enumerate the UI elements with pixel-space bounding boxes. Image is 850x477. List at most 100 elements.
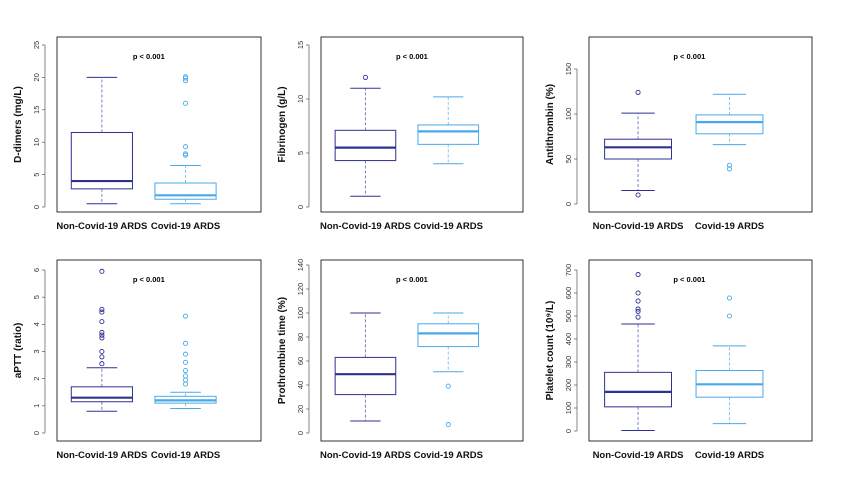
- y-tick-label: 4: [32, 322, 41, 326]
- y-tick-label: 15: [32, 106, 41, 114]
- category-label: Non-Covid-19 ARDS: [593, 221, 684, 232]
- y-tick-label: 500: [564, 310, 573, 323]
- category-label: Covid-19 ARDS: [695, 221, 764, 232]
- y-tick-label: 400: [564, 333, 573, 346]
- y-tick-label: 0: [564, 202, 573, 206]
- y-axis-label: Prothrombine time (%): [277, 297, 288, 404]
- category-label: Covid-19 ARDS: [151, 450, 220, 461]
- plot-frame: [56, 36, 262, 213]
- iqr-box: [604, 371, 673, 408]
- y-tick-label: 100: [564, 402, 573, 415]
- y-tick-label: 60: [296, 357, 305, 365]
- outlier-point: [182, 367, 189, 374]
- outlier-point: [635, 314, 641, 320]
- outlier-point: [99, 335, 105, 341]
- y-tick-label: 150: [564, 63, 573, 76]
- outlier-point: [635, 306, 641, 312]
- y-axis-label: aPTT (ratio): [13, 323, 24, 379]
- iqr-box: [70, 131, 133, 190]
- outlier-point: [99, 319, 105, 325]
- y-tick-label: 140: [296, 259, 305, 272]
- iqr-box: [604, 138, 673, 160]
- y-tick-label: 120: [296, 283, 305, 296]
- y-axis-label: D-dimers (mg/L): [13, 86, 24, 163]
- category-label: Covid-19 ARDS: [414, 221, 483, 232]
- y-tick-label: 5: [296, 151, 305, 155]
- y-tick-label: 80: [296, 333, 305, 341]
- outlier-point: [182, 151, 189, 157]
- y-tick-label: 700: [564, 264, 573, 277]
- iqr-box: [417, 124, 480, 145]
- outlier-point: [182, 340, 189, 346]
- outlier-point: [362, 74, 368, 80]
- chart-panel: 0 1 2 3 4 5 6 aPTT (ratio) p < 0.001 Non-Covid-19…: [13, 259, 262, 461]
- y-tick-label: 0: [296, 431, 305, 435]
- category-label: Non-Covid-19 ARDS: [593, 450, 684, 461]
- chart-panel: 0 100 200 300 400 500 600 700 Platelet count (10…: [545, 259, 813, 461]
- y-tick-label: 1: [32, 404, 41, 408]
- y-tick-label: 0: [564, 429, 573, 433]
- outlier-point: [182, 351, 189, 357]
- category-label: Covid-19 ARDS: [151, 221, 220, 232]
- outlier-point: [99, 354, 105, 360]
- y-tick-label: 100: [296, 307, 305, 320]
- p-value-annotation: p < 0.001: [133, 52, 165, 61]
- y-tick-label: 2: [32, 377, 41, 381]
- outlier-point: [99, 268, 105, 274]
- outlier-point: [726, 166, 733, 172]
- plot-frame: [56, 259, 262, 442]
- y-tick-label: 600: [564, 287, 573, 300]
- outlier-point: [635, 89, 641, 95]
- outlier-point: [635, 308, 641, 314]
- category-label: Non-Covid-19 ARDS: [56, 221, 147, 232]
- plot-frame: [320, 36, 524, 213]
- outlier-point: [182, 144, 189, 150]
- y-tick-label: 0: [296, 205, 305, 209]
- outlier-point: [99, 332, 105, 338]
- y-tick-label: 200: [564, 379, 573, 392]
- chart-panel: 0 5 10 15 Fibrinogen (g/L) p < 0.001 Non-Covid…: [277, 36, 524, 232]
- y-tick-label: 0: [32, 205, 41, 209]
- outlier-point: [445, 422, 451, 428]
- plot-frame: [588, 36, 813, 213]
- y-tick-label: 10: [32, 138, 41, 146]
- outlier-point: [99, 306, 105, 312]
- y-tick-label: 300: [564, 356, 573, 369]
- outlier-point: [99, 361, 105, 367]
- category-label: Covid-19 ARDS: [414, 450, 483, 461]
- y-axis-label: Fibrinogen (g/L): [277, 86, 288, 162]
- y-tick-label: 20: [32, 73, 41, 81]
- outlier-point: [182, 359, 189, 365]
- y-tick-label: 20: [296, 405, 305, 413]
- outlier-point: [726, 162, 733, 168]
- category-label: Non-Covid-19 ARDS: [320, 221, 411, 232]
- p-value-annotation: p < 0.001: [133, 275, 165, 284]
- category-label: Non-Covid-19 ARDS: [56, 450, 147, 461]
- y-tick-label: 6: [32, 268, 41, 272]
- category-label: Covid-19 ARDS: [695, 450, 764, 461]
- outlier-point: [99, 309, 105, 315]
- outlier-point: [182, 74, 189, 80]
- y-axis-label: Platelet count (10⁹/L): [545, 301, 556, 401]
- iqr-box: [417, 323, 480, 348]
- plot-frame: [588, 259, 813, 442]
- y-tick-label: 100: [564, 108, 573, 121]
- y-tick-label: 10: [296, 95, 305, 103]
- outlier-point: [445, 383, 451, 389]
- iqr-box: [334, 129, 397, 162]
- outlier-point: [726, 313, 733, 319]
- y-tick-label: 5: [32, 295, 41, 299]
- y-tick-label: 25: [32, 41, 41, 49]
- outlier-point: [635, 192, 641, 198]
- outlier-point: [635, 290, 641, 296]
- chart-panel: 0 50 100 150 Antithrombin (%) p < 0.001 Non-Co…: [545, 36, 813, 232]
- outlier-point: [99, 348, 105, 355]
- outlier-point: [182, 100, 189, 106]
- y-tick-label: 40: [296, 381, 305, 389]
- iqr-box: [334, 356, 397, 396]
- y-tick-label: 50: [564, 155, 573, 163]
- y-tick-label: 3: [32, 349, 41, 353]
- iqr-box: [154, 182, 217, 200]
- category-label: Non-Covid-19 ARDS: [320, 450, 411, 461]
